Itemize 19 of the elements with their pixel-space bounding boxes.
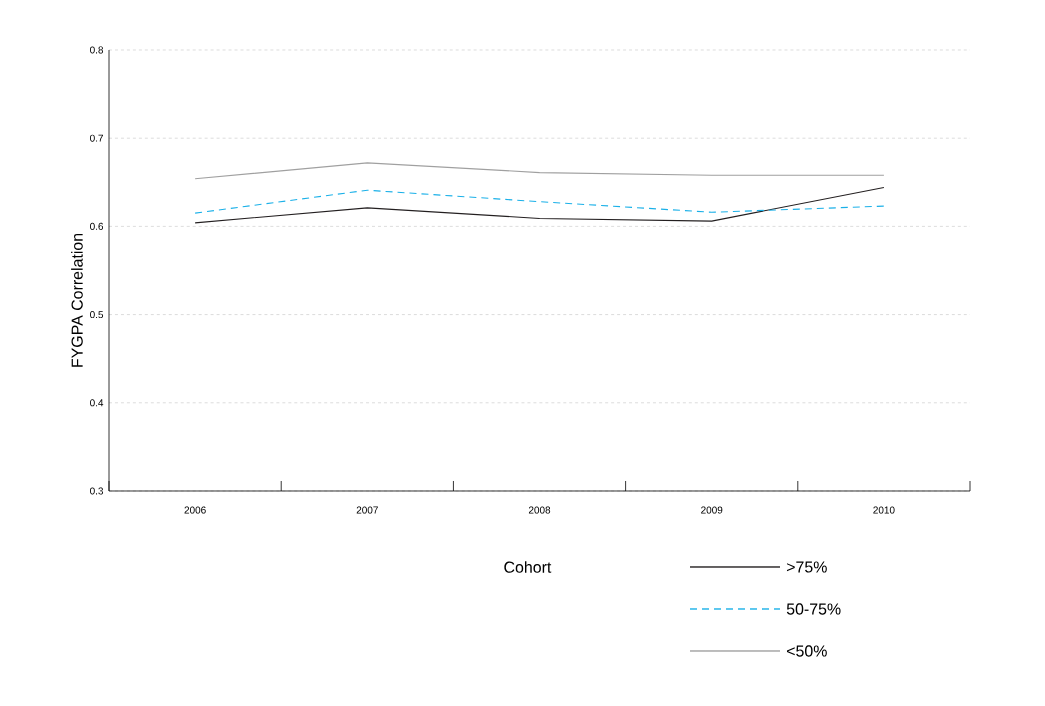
line-series <box>194 162 885 180</box>
y-axis-title: FYGPA Correlation <box>71 233 83 367</box>
y-tick-label: 0.7 <box>90 134 103 142</box>
legend-title: Cohort <box>504 561 552 573</box>
x-tick-label: 2008 <box>528 506 551 514</box>
x-tick-label: 2009 <box>701 506 723 514</box>
y-tick-label: 0.4 <box>90 399 104 407</box>
x-tick-label: 2007 <box>356 506 378 514</box>
y-tick-label: 0.3 <box>90 487 104 495</box>
y-tick-label: 0.5 <box>90 311 104 319</box>
y-tick-label: 0.6 <box>90 222 104 230</box>
y-tick-label: 0.8 <box>90 46 104 54</box>
x-tick-label: 2006 <box>184 506 206 514</box>
legend-label: <50% <box>786 645 827 657</box>
legend-label: 50-75% <box>786 603 841 615</box>
line-series <box>194 187 885 224</box>
legend-label: >75% <box>786 561 827 573</box>
line-series <box>194 189 885 214</box>
x-tick-label: 2010 <box>873 506 895 514</box>
